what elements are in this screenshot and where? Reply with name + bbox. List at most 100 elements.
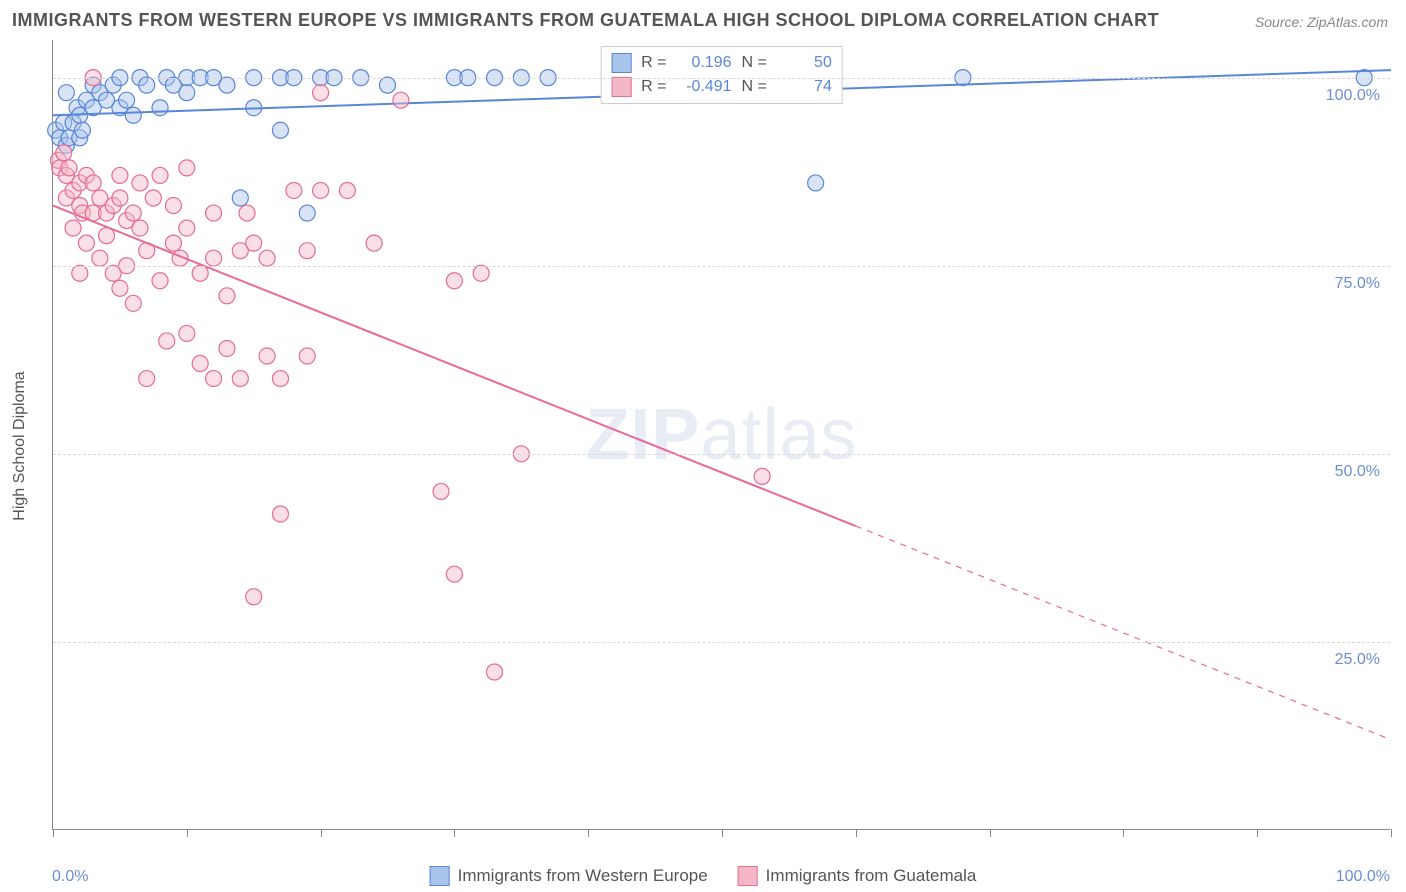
x-tick bbox=[1257, 829, 1258, 837]
data-point bbox=[299, 348, 315, 364]
data-point bbox=[72, 265, 88, 281]
data-point bbox=[272, 122, 288, 138]
data-point bbox=[152, 273, 168, 289]
y-tick-label: 25.0% bbox=[1335, 651, 1380, 669]
x-tick bbox=[990, 829, 991, 837]
data-point bbox=[179, 220, 195, 236]
y-tick-label: 50.0% bbox=[1335, 463, 1380, 481]
data-point bbox=[339, 182, 355, 198]
data-point bbox=[112, 167, 128, 183]
series-name: Immigrants from Guatemala bbox=[766, 866, 977, 886]
x-tick bbox=[722, 829, 723, 837]
data-point bbox=[125, 205, 141, 221]
x-tick bbox=[321, 829, 322, 837]
r-value: 0.196 bbox=[677, 54, 732, 72]
data-point bbox=[165, 198, 181, 214]
correlation-legend-row: R =0.196N =50 bbox=[611, 51, 832, 75]
data-point bbox=[446, 273, 462, 289]
r-value: -0.491 bbox=[677, 78, 732, 96]
x-tick bbox=[1123, 829, 1124, 837]
data-point bbox=[112, 280, 128, 296]
data-point bbox=[192, 356, 208, 372]
x-axis-max-label: 100.0% bbox=[1336, 868, 1390, 886]
legend-swatch bbox=[738, 866, 758, 886]
data-point bbox=[259, 250, 275, 266]
data-point bbox=[433, 483, 449, 499]
data-point bbox=[58, 85, 74, 101]
r-label: R = bbox=[641, 78, 666, 96]
data-point bbox=[179, 160, 195, 176]
data-point bbox=[272, 371, 288, 387]
data-point bbox=[78, 235, 94, 251]
x-axis-min-label: 0.0% bbox=[52, 868, 88, 886]
data-point bbox=[206, 371, 222, 387]
data-point bbox=[65, 220, 81, 236]
data-point bbox=[246, 589, 262, 605]
source-attribution: Source: ZipAtlas.com bbox=[1255, 14, 1388, 30]
x-tick bbox=[187, 829, 188, 837]
data-point bbox=[56, 145, 72, 161]
y-axis-title: High School Diploma bbox=[11, 371, 29, 520]
data-point bbox=[487, 664, 503, 680]
data-point bbox=[152, 100, 168, 116]
data-point bbox=[286, 182, 302, 198]
data-point bbox=[446, 566, 462, 582]
data-point bbox=[246, 235, 262, 251]
data-point bbox=[239, 205, 255, 221]
gridline bbox=[53, 642, 1390, 643]
legend-swatch bbox=[430, 866, 450, 886]
n-value: 74 bbox=[777, 78, 832, 96]
data-point bbox=[808, 175, 824, 191]
data-point bbox=[139, 77, 155, 93]
x-tick bbox=[53, 829, 54, 837]
data-point bbox=[179, 325, 195, 341]
data-point bbox=[85, 175, 101, 191]
x-tick bbox=[454, 829, 455, 837]
data-point bbox=[380, 77, 396, 93]
data-point bbox=[754, 468, 770, 484]
data-point bbox=[366, 235, 382, 251]
legend-swatch bbox=[611, 53, 631, 73]
data-point bbox=[232, 190, 248, 206]
data-point bbox=[92, 250, 108, 266]
x-tick bbox=[588, 829, 589, 837]
data-point bbox=[393, 92, 409, 108]
data-point bbox=[132, 220, 148, 236]
data-point bbox=[152, 167, 168, 183]
data-point bbox=[145, 190, 161, 206]
y-tick-label: 75.0% bbox=[1335, 275, 1380, 293]
data-point bbox=[125, 295, 141, 311]
data-point bbox=[259, 348, 275, 364]
legend-swatch bbox=[611, 77, 631, 97]
data-point bbox=[313, 85, 329, 101]
data-point bbox=[74, 122, 90, 138]
data-point bbox=[159, 333, 175, 349]
series-name: Immigrants from Western Europe bbox=[458, 866, 708, 886]
series-legend-item: Immigrants from Guatemala bbox=[738, 866, 977, 886]
data-point bbox=[119, 92, 135, 108]
chart-container: IMMIGRANTS FROM WESTERN EUROPE VS IMMIGR… bbox=[0, 0, 1406, 892]
data-point bbox=[61, 160, 77, 176]
n-label: N = bbox=[742, 78, 767, 96]
data-point bbox=[132, 175, 148, 191]
data-point bbox=[206, 205, 222, 221]
gridline bbox=[53, 266, 1390, 267]
data-point bbox=[219, 288, 235, 304]
series-legend-item: Immigrants from Western Europe bbox=[430, 866, 708, 886]
data-point bbox=[179, 85, 195, 101]
x-tick bbox=[1391, 829, 1392, 837]
n-value: 50 bbox=[777, 54, 832, 72]
gridline bbox=[53, 454, 1390, 455]
chart-title: IMMIGRANTS FROM WESTERN EUROPE VS IMMIGR… bbox=[12, 10, 1159, 31]
data-point bbox=[165, 235, 181, 251]
data-point bbox=[473, 265, 489, 281]
data-point bbox=[206, 250, 222, 266]
data-point bbox=[139, 371, 155, 387]
x-tick bbox=[856, 829, 857, 837]
data-point bbox=[219, 340, 235, 356]
plot-area: ZIPatlas R =0.196N =50R =-0.491N =74 25.… bbox=[52, 40, 1390, 830]
data-point bbox=[299, 205, 315, 221]
data-point bbox=[112, 190, 128, 206]
gridline bbox=[53, 78, 1390, 79]
scatter-svg bbox=[53, 40, 1390, 829]
